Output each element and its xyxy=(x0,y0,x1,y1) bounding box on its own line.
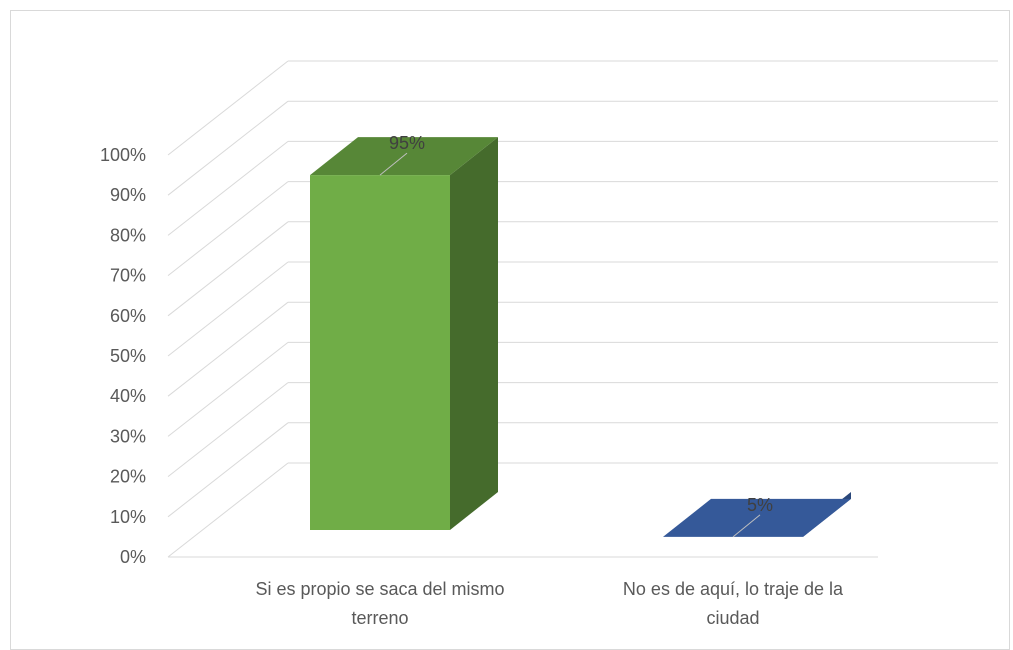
y-tick-label: 50% xyxy=(110,346,146,366)
side-gridline xyxy=(167,261,289,357)
y-tick-label: 100% xyxy=(100,145,146,165)
side-gridline xyxy=(167,382,289,477)
y-tick-label: 90% xyxy=(110,185,146,205)
data-label: 5% xyxy=(747,495,773,515)
x-category-label: No es de aquí, lo traje de la xyxy=(623,579,844,599)
x-category-label: ciudad xyxy=(706,608,759,628)
y-tick-label: 0% xyxy=(120,547,146,567)
side-gridline xyxy=(167,181,289,276)
data-label-leader xyxy=(732,514,761,538)
chart-frame xyxy=(10,10,1010,650)
x-category-label: Si es propio se saca del mismo xyxy=(255,579,504,599)
data-label: 95% xyxy=(389,133,425,153)
y-tick-label: 70% xyxy=(110,266,146,286)
bar xyxy=(310,175,450,530)
side-gridline xyxy=(167,100,289,196)
side-gridline xyxy=(167,221,289,317)
side-gridline xyxy=(167,462,289,558)
data-label-leader xyxy=(379,152,408,176)
y-tick-label: 80% xyxy=(110,225,146,245)
side-gridline xyxy=(167,141,289,236)
side-gridline xyxy=(167,422,289,518)
side-gridline xyxy=(167,301,289,397)
bar-side-face xyxy=(450,137,498,530)
y-tick-label: 30% xyxy=(110,426,146,446)
side-gridline xyxy=(167,60,289,156)
y-tick-label: 60% xyxy=(110,306,146,326)
y-tick-label: 10% xyxy=(110,507,146,527)
x-category-label: terreno xyxy=(351,608,408,628)
y-tick-label: 40% xyxy=(110,386,146,406)
y-tick-label: 20% xyxy=(110,467,146,487)
side-gridline xyxy=(167,342,289,437)
